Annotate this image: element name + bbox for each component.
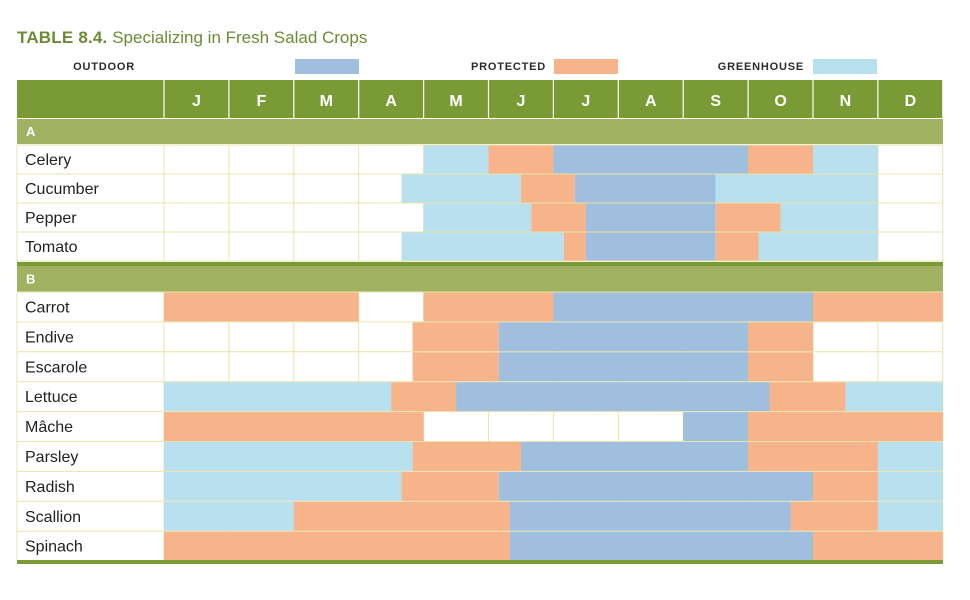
bar-protected [531,203,586,232]
crop-label: Celery [25,152,71,169]
bar-protected [488,145,554,174]
bar-protected [715,203,781,232]
section-separator [17,262,943,266]
legend-label-protected: PROTECTED [470,61,546,73]
chart-title: TABLE 8.4. Specializing in Fresh Salad C… [17,28,367,48]
bar-protected [715,232,759,261]
crop-label: Carrot [25,299,70,316]
legend-label-greenhouse: GREENHOUSE [717,61,804,73]
bar-outdoor [585,203,716,232]
table-title-text: Specializing in Fresh Salad Crops [112,28,368,47]
bar-greenhouse [845,382,943,412]
bar-greenhouse [401,174,521,203]
month-label-2: F [256,93,266,110]
bar-protected [748,322,813,352]
bar-outdoor [574,174,716,203]
section-label-A: A [26,124,36,139]
bar-protected [401,471,499,501]
crop-label: Pepper [25,210,77,227]
bar-greenhouse [423,203,532,232]
month-label-11: N [840,93,852,110]
crop-label: Cucumber [25,181,99,198]
bar-protected [412,442,521,471]
bar-protected [748,352,813,382]
bar-protected [813,531,943,561]
bar-protected [748,145,813,174]
month-header-bar [17,80,943,118]
bar-greenhouse [813,145,878,174]
bar-protected [520,174,575,203]
bar-protected [769,382,846,412]
bar-protected [813,292,943,322]
table-bottom-border [17,560,943,564]
bar-protected [293,501,510,531]
bar-outdoor [498,322,749,352]
month-label-1: J [192,93,201,110]
month-label-10: O [774,93,786,110]
legend-label-outdoor: OUTDOOR [73,61,135,73]
section-bar-B [17,266,943,292]
bar-protected [748,442,878,471]
crop-label: Spinach [25,539,83,556]
month-label-12: D [905,93,917,110]
bar-greenhouse [715,174,878,203]
bar-outdoor [683,412,749,441]
legend-swatch-greenhouse [813,59,877,74]
section-label-B: B [26,272,35,287]
bar-protected [423,292,554,322]
section-bar-A [17,119,943,144]
legend-swatch-outdoor [295,59,359,74]
bar-greenhouse [758,232,878,261]
bar-greenhouse [877,501,943,531]
bar-outdoor [585,232,716,261]
bar-greenhouse [780,203,878,232]
bar-outdoor [509,501,791,531]
month-label-7: J [581,93,590,110]
bar-protected [391,382,457,412]
table-number: TABLE 8.4. [17,28,108,47]
bar-protected [412,352,499,382]
crop-label: Tomato [25,239,78,256]
bar-outdoor [498,471,813,501]
month-label-9: S [710,93,721,110]
bar-protected [164,531,510,561]
bar-greenhouse [877,471,943,501]
bar-outdoor [520,442,749,471]
bar-protected [813,471,878,501]
bar-greenhouse [164,442,413,471]
bar-outdoor [456,382,770,412]
bar-greenhouse [401,232,564,261]
bar-protected [748,412,943,441]
legend-swatch-protected [554,59,618,74]
bar-greenhouse [877,442,943,471]
month-label-5: M [449,93,462,110]
bar-greenhouse [164,501,294,531]
bar-protected [164,412,424,441]
crop-label: Scallion [25,509,81,526]
crop-label: Radish [25,479,75,496]
bar-outdoor [498,352,749,382]
bar-outdoor [553,145,749,174]
month-label-3: M [320,93,333,110]
month-label-6: J [516,93,525,110]
bar-protected [164,292,359,322]
bar-greenhouse [164,471,402,501]
month-label-4: A [385,93,397,110]
bar-outdoor [509,531,813,561]
bar-greenhouse [164,382,392,412]
bar-outdoor [553,292,813,322]
crop-label: Lettuce [25,389,78,406]
bar-protected [563,232,586,261]
bar-protected [790,501,878,531]
bar-greenhouse [423,145,489,174]
month-label-8: A [645,93,657,110]
crop-label: Escarole [25,359,87,376]
crop-label: Parsley [25,449,78,466]
crop-label: Mâche [25,419,73,436]
crop-label: Endive [25,329,74,346]
bar-protected [412,322,499,352]
